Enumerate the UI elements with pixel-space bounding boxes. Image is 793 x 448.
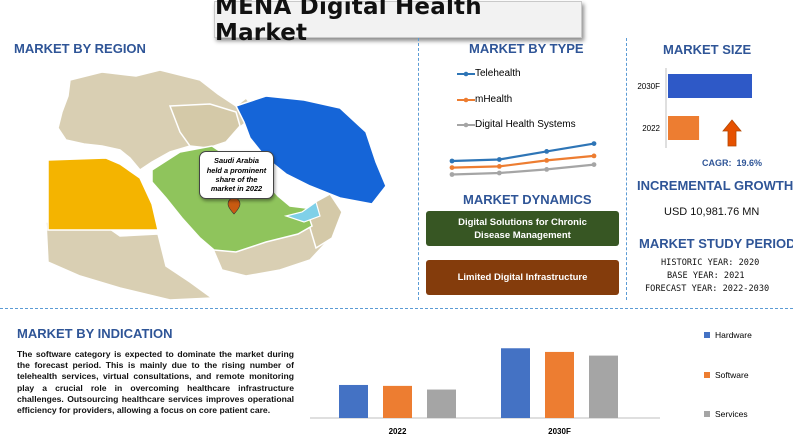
type-series-point [591, 162, 597, 167]
type-legend-telehealth-swatch [457, 71, 475, 76]
type-legend-telehealth-label: Telehealth [475, 68, 521, 79]
divider-vertical-2 [626, 38, 627, 300]
size-bar [668, 74, 752, 98]
indication-legend-software-swatch [704, 372, 710, 378]
indication-heading: MARKET BY INDICATION [17, 326, 173, 341]
indication-bar [427, 389, 456, 418]
divider-horizontal [0, 308, 793, 309]
period-base: BASE YEAR: 2021 [667, 271, 745, 281]
callout-line-2: held a prominent [206, 165, 267, 175]
dynamics-driver-label: Digital Solutions for Chronic Disease Ma… [458, 216, 587, 241]
callout-line-1: Saudi Arabia [214, 156, 259, 166]
type-series-point [591, 141, 597, 146]
size-tick-label: 2030F [637, 82, 660, 91]
growth-value: USD 10,981.76 MN [664, 206, 760, 218]
type-series-line-1 [451, 154, 595, 169]
type-series-point [544, 167, 550, 172]
size-cagr: CAGR: 19.6% [702, 158, 763, 168]
dynamics-driver-box: Digital Solutions for Chronic Disease Ma… [426, 211, 619, 246]
indication-legend-hardware-label: Hardware [715, 330, 752, 340]
dynamics-heading: MARKET DYNAMICS [463, 192, 592, 207]
type-legend-mhealth: mHealth [457, 94, 512, 105]
type-heading: MARKET BY TYPE [469, 41, 584, 56]
map-egypt [47, 157, 159, 231]
size-heading: MARKET SIZE [663, 42, 752, 57]
period-historic: HISTORIC YEAR: 2020 [661, 258, 760, 268]
dynamics-restraint-label: Limited Digital Infrastructure [457, 272, 588, 283]
type-legend-dhs-swatch [457, 122, 475, 127]
region-heading: MARKET BY REGION [14, 41, 146, 56]
page-title-box: MENA Digital Health Market [214, 0, 582, 46]
indication-legend-services-swatch [704, 411, 710, 417]
type-series-point [544, 149, 550, 154]
type-series-point [591, 153, 597, 159]
indication-tick-label: 2022 [389, 427, 407, 436]
type-legend-mhealth-label: mHealth [475, 94, 513, 105]
type-legend-dhs: Digital Health Systems [457, 119, 576, 130]
type-legend-telehealth: Telehealth [457, 68, 521, 79]
type-line-chart [449, 141, 597, 177]
type-series-point [449, 158, 455, 164]
dynamics-restraint-box: Limited Digital Infrastructure [426, 260, 619, 295]
map-iran [234, 95, 387, 205]
indication-legend-software: Software [704, 370, 749, 380]
type-series-line-2 [451, 163, 595, 176]
indication-bar [339, 384, 368, 418]
map-uae [283, 201, 321, 223]
indication-bar [501, 348, 530, 418]
callout-line-3: share of the [215, 175, 258, 184]
map-iraq [168, 103, 241, 149]
indication-legend-services-label: Services [715, 409, 748, 419]
mena-map [45, 69, 387, 301]
period-heading: MARKET STUDY PERIOD [639, 236, 793, 251]
type-legend-mhealth-swatch [457, 97, 475, 102]
type-series-point [449, 165, 455, 170]
indication-bar [545, 351, 574, 418]
indication-legend-hardware: Hardware [704, 330, 752, 340]
indication-legend-software-label: Software [715, 370, 749, 380]
type-series-point [496, 170, 502, 176]
growth-arrow-icon [722, 119, 742, 147]
indication-bar-chart: 2022 2030F [310, 348, 660, 436]
type-legend-dhs-label: Digital Health Systems [475, 119, 576, 130]
map-sudan-south [45, 221, 215, 301]
indication-paragraph: The software category is expected to dom… [17, 349, 294, 416]
type-series-point [544, 158, 550, 163]
indication-legend-hardware-swatch [704, 332, 710, 338]
period-forecast: FORECAST YEAR: 2022-2030 [645, 284, 770, 294]
page-title: MENA Digital Health Market [215, 0, 482, 46]
region-callout: Saudi Arabia held a prominent share of t… [199, 151, 274, 199]
type-series-point [496, 164, 502, 169]
size-bar [668, 116, 700, 140]
type-series-point [449, 172, 455, 177]
type-series-line-0 [451, 142, 595, 163]
divider-vertical-1 [418, 38, 419, 300]
indication-bar [383, 385, 412, 418]
indication-tick-label: 2030F [548, 427, 571, 436]
size-tick-label: 2022 [642, 124, 660, 133]
indication-bar [589, 355, 618, 418]
type-series-point [496, 157, 502, 162]
map-oman [307, 193, 343, 250]
callout-line-4: market in 2022 [210, 184, 263, 194]
growth-heading: INCREMENTAL GROWTH [637, 178, 793, 193]
size-bar-chart: 2030F 2022 [637, 68, 752, 148]
indication-legend-services: Services [704, 409, 748, 419]
location-pin-icon [227, 197, 241, 215]
